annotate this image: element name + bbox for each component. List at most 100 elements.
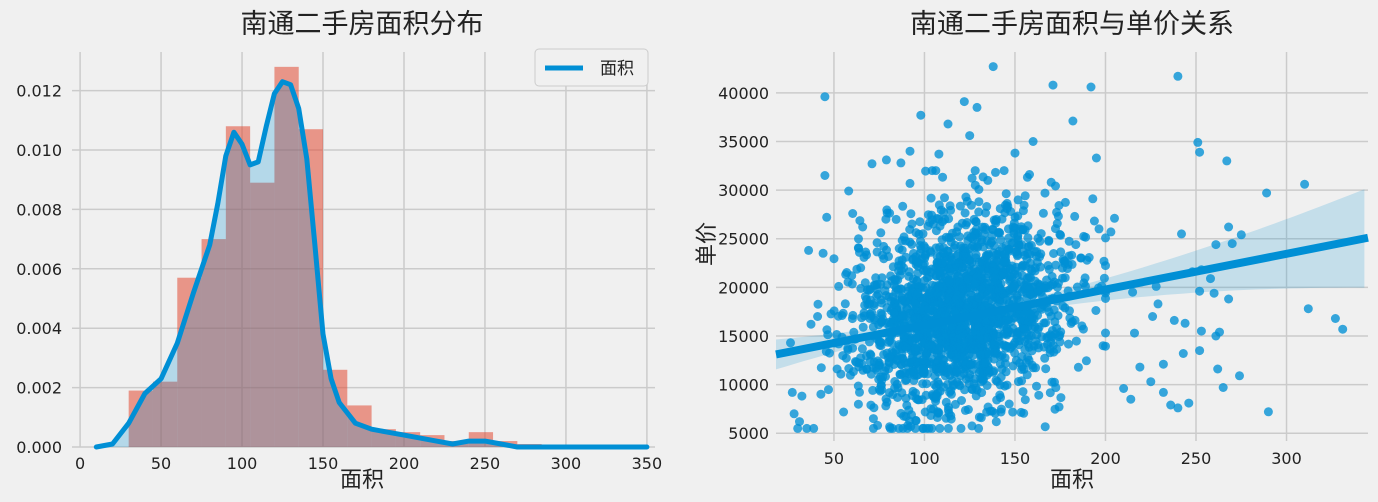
scatter-point [958,283,967,293]
scatter-point [1033,233,1043,243]
scatter-point [991,214,1001,224]
scatter-point [1047,377,1057,387]
scatter-point [1158,387,1168,397]
scatter-point [1195,147,1205,157]
y-tick-label: 0.006 [16,260,62,279]
scatter-point [820,171,830,180]
scatter-point [952,360,962,370]
right-y-tick-labels: 5000 10000 15000 20000 25000 30000 35000 40000 [718,84,769,443]
scatter-point [848,343,858,353]
scatter-point [894,423,904,433]
scatter-point [931,243,941,253]
scatter-point [843,277,853,287]
scatter-point [898,201,908,211]
scatter-point [1094,224,1104,234]
scatter-point [855,247,864,257]
scatter-point [932,251,942,261]
scatter-point [1177,229,1186,239]
scatter-point [906,209,916,219]
scatter-point [946,389,956,399]
scatter-point [901,252,911,262]
scatter-point [972,102,982,112]
scatter-point [1106,227,1116,237]
scatter-point [955,381,965,391]
scatter-point [933,408,943,418]
scatter-point [1012,293,1022,303]
scatter-point [1032,381,1041,391]
scatter-point [1034,390,1044,400]
scatter-point [804,245,814,255]
scatter-point [1019,200,1029,210]
scatter-point [1040,422,1050,432]
scatter-point [1001,189,1011,199]
scatter-point [797,391,807,401]
scatter-point [1195,286,1205,296]
y-tick-label: 0.002 [16,379,62,398]
x-tick-label: 250 [470,454,501,473]
scatter-point [955,201,965,211]
scatter-point [1081,232,1091,242]
scatter-point [960,405,970,415]
scatter-point [1023,233,1033,243]
y-tick-label: 15000 [718,327,769,346]
x-tick-label: 300 [1271,449,1302,468]
scatter-point [1224,222,1234,232]
scatter-point [832,330,842,339]
scatter-point [995,204,1005,214]
scatter-point [860,292,870,302]
scatter-point [852,264,862,274]
scatter-point [966,283,976,293]
scatter-point [995,359,1005,369]
scatter-point [905,225,915,234]
scatter-point [955,301,965,311]
scatter-point [1081,281,1090,291]
scatter-point [965,370,975,380]
scatter-point [912,276,922,286]
scatter-point [838,308,848,318]
scatter-point [895,370,905,380]
scatter-point [857,344,867,354]
right-chart-title: 南通二手房面积与单价关系 [910,9,1234,40]
scatter-point [982,365,992,375]
right-x-axis-label: 面积 [1050,468,1094,493]
histogram-bar [274,66,299,448]
scatter-point [897,311,907,321]
scatter-point [840,299,850,309]
scatter-point [894,256,904,266]
kde-line [93,79,650,450]
scatter-point [1235,371,1244,381]
scatter-point [1019,364,1029,374]
scatter-point [992,395,1002,405]
scatter-point [984,349,994,359]
scatter-point [829,306,839,316]
scatter-point [1032,330,1042,340]
scatter-point [951,259,960,269]
scatter-point [1101,294,1110,303]
scatter-point [926,193,936,203]
scatter-point [991,417,1001,427]
scatter-point [1262,188,1272,198]
scatter-point [1034,343,1043,353]
scatter-point [1099,273,1109,283]
scatter-point [1330,314,1340,323]
scatter-point [795,417,804,427]
scatter-point [987,296,997,306]
scatter-point [1002,380,1012,390]
scatter-point [1081,356,1091,366]
scatter-point [1126,394,1136,404]
scatter-point [858,322,868,332]
scatter-point [956,332,966,342]
scatter-point [908,366,918,376]
scatter-point [871,273,881,283]
scatter-point [1023,249,1033,259]
scatter-point [1002,324,1012,334]
scatter-point [974,207,984,217]
scatter-point [897,245,907,255]
scatter-point [1211,331,1221,341]
scatter-point [855,387,864,397]
scatter-point [884,357,894,367]
x-tick-label: 250 [1181,449,1212,468]
scatter-point [963,274,973,284]
scatter-point [968,350,978,360]
scatter-point [1023,242,1033,252]
